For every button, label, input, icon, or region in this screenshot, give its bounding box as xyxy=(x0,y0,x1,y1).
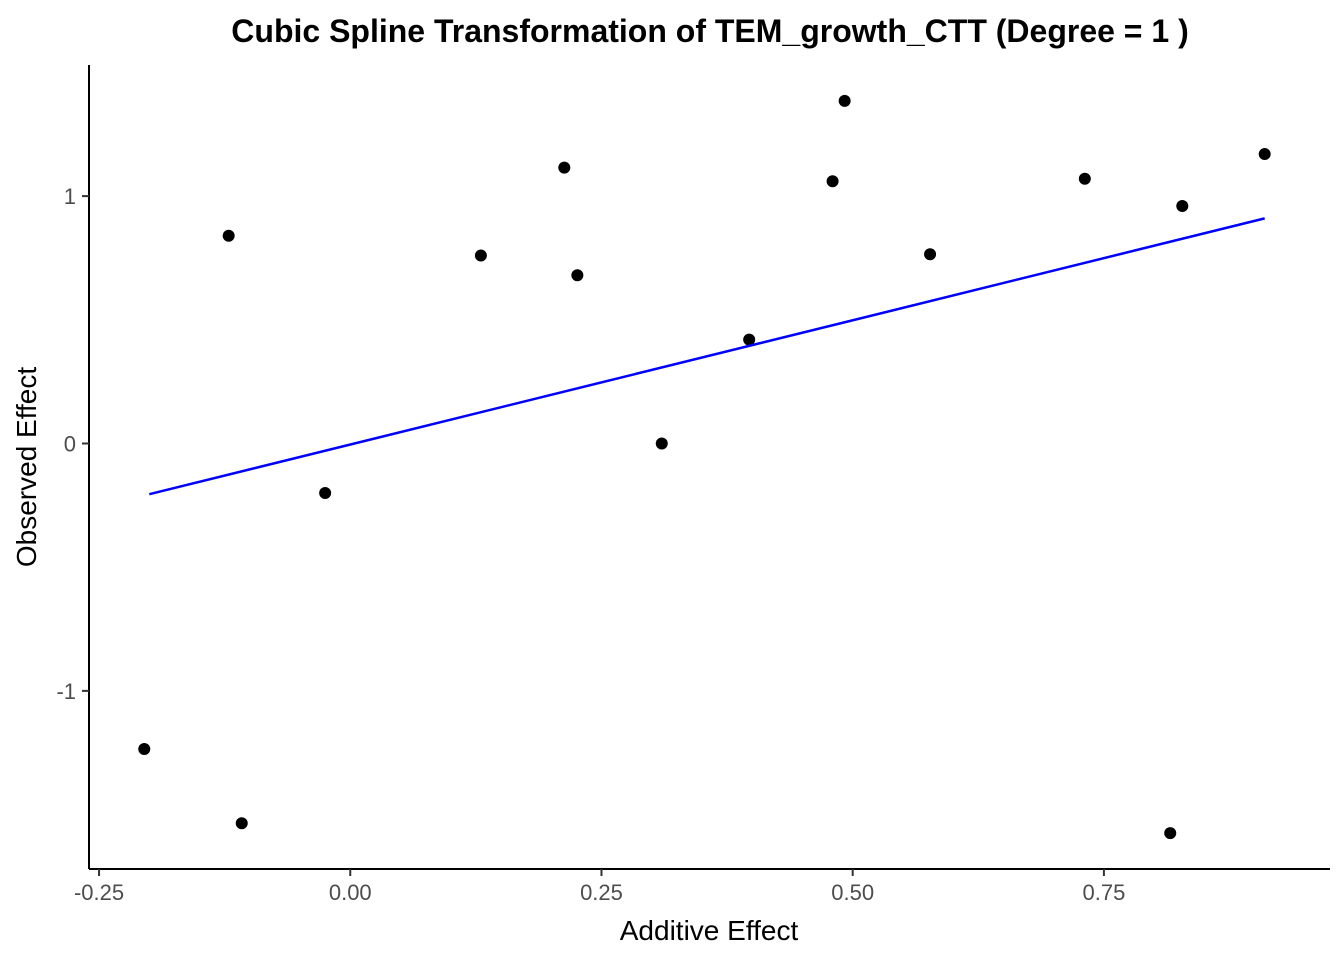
x-tick-label: 0.50 xyxy=(831,880,874,905)
x-axis-title: Additive Effect xyxy=(620,915,799,946)
data-point xyxy=(838,94,851,107)
data-point xyxy=(1164,827,1177,840)
y-tick-label: -1 xyxy=(56,679,76,704)
chart-title: Cubic Spline Transformation of TEM_growt… xyxy=(231,13,1188,49)
data-point xyxy=(319,486,332,499)
y-axis-ticks: -1 0 1 xyxy=(56,184,89,704)
x-tick-label: -0.25 xyxy=(74,880,124,905)
data-point xyxy=(558,161,571,174)
data-point xyxy=(474,249,487,262)
data-point xyxy=(655,437,668,450)
x-tick-label: 0.00 xyxy=(329,880,372,905)
data-point xyxy=(1176,200,1189,213)
x-tick-label: 0.75 xyxy=(1082,880,1125,905)
data-point xyxy=(1258,148,1271,161)
data-point xyxy=(571,269,584,282)
x-tick-label: 0.25 xyxy=(580,880,623,905)
data-point xyxy=(222,229,235,242)
y-axis-title: Observed Effect xyxy=(11,367,42,567)
data-point xyxy=(826,175,839,188)
plot-area: -0.25 0.00 0.25 0.50 0.75 -1 0 1 xyxy=(56,65,1330,905)
y-tick-label: 0 xyxy=(64,431,76,456)
data-point xyxy=(743,333,756,346)
x-axis-ticks: -0.25 0.00 0.25 0.50 0.75 xyxy=(74,869,1125,905)
data-point xyxy=(235,817,248,830)
data-points xyxy=(138,94,1271,840)
data-point xyxy=(138,743,151,756)
fit-line xyxy=(148,217,1265,496)
data-point xyxy=(924,248,937,261)
y-tick-label: 1 xyxy=(64,184,76,209)
data-point xyxy=(1078,172,1091,185)
